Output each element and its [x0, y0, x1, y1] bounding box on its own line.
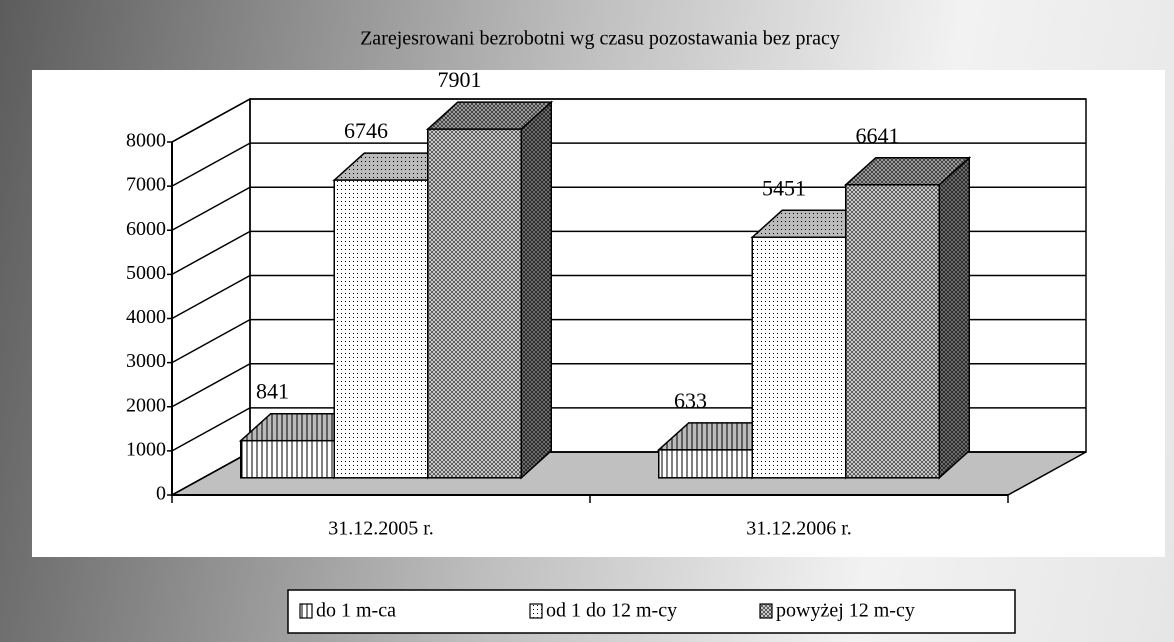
legend-swatch	[299, 603, 313, 619]
grid-line	[171, 142, 251, 187]
bar	[240, 439, 335, 479]
data-label: 841	[256, 379, 289, 404]
grid-line	[171, 230, 251, 276]
bar	[751, 236, 847, 479]
y-tick-label: 3000	[126, 350, 166, 372]
y-tick-label: 7000	[126, 174, 166, 196]
legend-label: do 1 m-ca	[316, 600, 396, 622]
y-tick-label: 6000	[126, 218, 166, 240]
data-label: 7901	[438, 67, 482, 92]
data-label: 5451	[762, 175, 806, 200]
grid-line	[171, 274, 251, 320]
grid-line	[171, 98, 251, 143]
grid-line	[171, 318, 251, 364]
bar	[845, 184, 940, 479]
chart-title: Zarejesrowani bezrobotni wg czasu pozost…	[360, 28, 840, 50]
grid-line	[171, 186, 251, 231]
grid-line	[171, 363, 251, 408]
bar	[658, 449, 753, 479]
legend-box	[287, 589, 1016, 634]
bar-side	[938, 156, 970, 480]
grid-line	[171, 407, 251, 452]
legend-swatch	[759, 603, 773, 619]
y-tick-label: 4000	[126, 306, 166, 328]
x-tick-label: 31.12.2006 r.	[746, 518, 852, 540]
data-label: 633	[674, 388, 707, 413]
y-tick-label: 1000	[126, 438, 166, 460]
legend-label: powyżej 12 m-cy	[776, 600, 915, 622]
data-label: 6641	[856, 123, 900, 148]
x-tick-label: 31.12.2005 r.	[328, 518, 434, 540]
y-tick-label: 2000	[126, 394, 166, 416]
bar	[333, 179, 429, 479]
grid-line	[171, 451, 251, 496]
legend-label: od 1 do 12 m-cy	[546, 600, 677, 622]
y-tick-label: 5000	[126, 262, 166, 284]
y-tick-label: 0	[156, 483, 166, 505]
legend-swatch	[529, 603, 543, 619]
y-tick-label: 8000	[126, 130, 166, 152]
bar-side	[520, 100, 552, 480]
bar	[427, 128, 522, 479]
data-label: 6746	[344, 118, 388, 143]
